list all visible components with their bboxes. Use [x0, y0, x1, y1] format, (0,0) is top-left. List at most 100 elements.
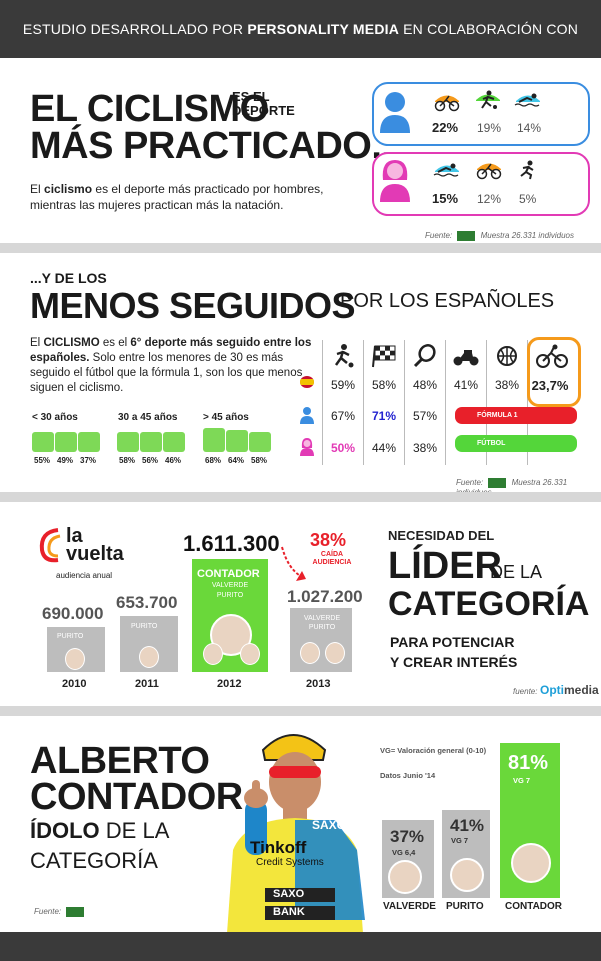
year-label: 2013 — [306, 678, 331, 690]
age-pct: 58% — [251, 456, 268, 465]
formula1-icon — [55, 432, 77, 452]
tennis-icon — [249, 432, 271, 452]
logo-la: la — [66, 525, 83, 547]
football-icon — [203, 428, 225, 452]
formula1-flag-icon — [372, 345, 396, 368]
age-pct: 64% — [228, 456, 245, 465]
lider-label: LÍDER — [388, 545, 502, 587]
table-cell: 38% — [412, 441, 438, 455]
jersey-text-saxo: SAXO — [273, 888, 305, 900]
date-note: Datos Junio '14 — [380, 771, 436, 780]
rider-vg: VG 7 — [451, 836, 469, 845]
basketball-icon — [497, 346, 517, 366]
age-pct: 49% — [57, 456, 74, 465]
optimedia-logo: Optimedia — [540, 683, 599, 697]
s4-source-label: Fuente: — [34, 907, 62, 917]
cycling-highlight-box — [527, 337, 581, 407]
cyclist-photo — [225, 734, 365, 961]
s2-desc-b1: CICLISMO — [43, 337, 100, 349]
year-value: 1.611.300 — [183, 531, 280, 556]
rider-pct: 81% — [508, 752, 549, 774]
table-divider — [527, 340, 528, 465]
de-la-label: DE LA — [490, 562, 543, 582]
spain-flag-icon — [300, 376, 314, 388]
optimedia-logo-media: media — [564, 683, 599, 697]
s2-desc-p1: El — [30, 337, 41, 349]
men-cycling-pct: 22% — [432, 120, 459, 135]
s4-categoria: CATEGORÍA — [30, 848, 158, 873]
women-sports-box — [372, 152, 590, 216]
male-avatar-icon — [380, 92, 410, 133]
idolo-regular: DE LA — [105, 818, 170, 843]
cycling-icon — [536, 344, 568, 368]
football-icon — [476, 90, 500, 109]
separator-2 — [0, 492, 601, 502]
rider-vg: VG 6,4 — [392, 848, 416, 857]
personality-media-logo-icon — [457, 231, 476, 241]
rider-name: PURITO — [446, 901, 484, 912]
age-group-label: < 30 años — [32, 412, 78, 423]
rider-photo — [325, 642, 345, 664]
year-names: VALVERDE PURITO — [211, 582, 249, 599]
men-sports-box — [372, 82, 590, 146]
rider-photo — [203, 643, 223, 665]
table-cell: 41% — [453, 378, 479, 392]
banner-brand-optimedia: OPTIMEDIA — [260, 79, 341, 95]
football-icon — [334, 344, 354, 368]
logo-vuelta: vuelta — [66, 543, 124, 565]
drop-arrow-icon — [281, 546, 306, 581]
rider-photo — [300, 642, 320, 664]
table-divider — [363, 340, 364, 465]
need-label: NECESIDAD DEL — [388, 528, 495, 543]
year-names: PURITO — [131, 623, 158, 630]
s1-source: Fuente: Muestra 26.331 individuos — [425, 231, 574, 241]
women-running-pct: 5% — [519, 192, 537, 206]
cycling-icon — [434, 95, 460, 112]
personality-media-logo-icon — [66, 907, 85, 917]
formula1-icon — [140, 432, 162, 452]
s1-desc-bold: ciclismo — [44, 182, 93, 196]
year-value: 690.000 — [42, 604, 104, 623]
s1-title-line2: MÁS PRACTICADO... — [30, 125, 402, 167]
year-label: 2011 — [135, 678, 159, 690]
year-value: 653.700 — [116, 593, 178, 612]
table-divider — [445, 340, 446, 465]
audience-drop-pct: 38% — [310, 530, 347, 550]
table-cell: 44% — [371, 441, 397, 455]
separator-3 — [0, 706, 601, 716]
table-divider — [322, 340, 323, 465]
legend-formula1: FÓRMULA 1 — [455, 407, 577, 424]
male-icon — [300, 407, 314, 424]
rider-name: CONTADOR — [505, 901, 563, 912]
s2-title: MENOS SEGUIDOS — [30, 285, 356, 326]
age-pct: 46% — [165, 456, 182, 465]
legend-football: FÚTBOL — [455, 435, 577, 452]
swimming-icon — [433, 163, 459, 177]
year-label: 2012 — [217, 678, 242, 690]
year-bar-2013 — [290, 608, 352, 672]
jersey-text-tinkoff: Tinkoff — [250, 838, 307, 857]
rider-photo — [240, 643, 260, 665]
para-line2: Y CREAR INTERÉS — [390, 654, 518, 670]
table-cell: 58% — [371, 378, 397, 392]
s2-subtitle: POR LOS ESPAÑOLES — [340, 290, 555, 312]
table-cell: 48% — [412, 378, 438, 392]
tennis-icon — [163, 432, 185, 452]
table-cell: 57% — [412, 409, 438, 423]
rider-photo-purito — [450, 858, 484, 892]
rider-photo-valverde — [388, 860, 422, 894]
rider-vg: VG 7 — [513, 776, 531, 785]
s1-source-label: Fuente: — [425, 231, 453, 241]
female-avatar-icon — [380, 160, 410, 202]
men-football-pct: 19% — [477, 121, 502, 135]
running-icon — [520, 160, 534, 180]
rider-pct: 37% — [390, 827, 425, 846]
s4-idolo-line: ÍDOLO DE LA — [30, 818, 169, 844]
personality-media-logo-icon — [488, 478, 507, 488]
legend-label: FÓRMULA 1 — [477, 412, 518, 419]
legend-label: FÚTBOL — [477, 440, 506, 447]
s1-description: El ciclismo es el deporte más practicado… — [30, 181, 360, 213]
s1-source-note: Muestra 26.331 individuos — [480, 231, 574, 241]
cycling-icon — [476, 163, 502, 180]
